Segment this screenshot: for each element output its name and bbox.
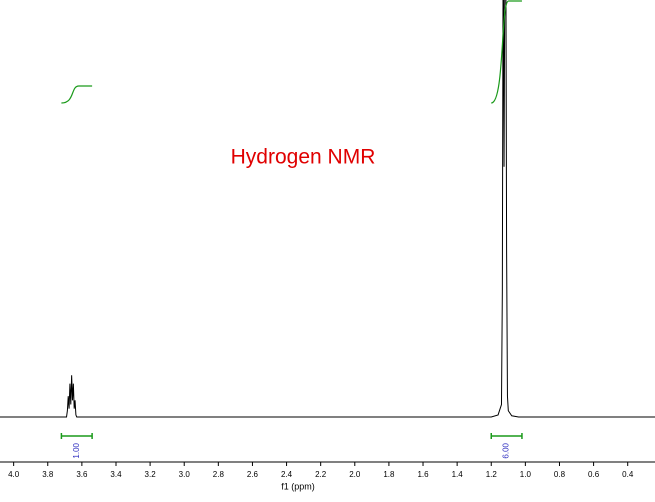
x-tick-label: 0.6 [588,470,600,479]
integral-curve [490,0,522,104]
x-tick-label: 3.2 [145,470,157,479]
x-tick-label: 3.0 [179,470,191,479]
x-tick-label: 3.4 [110,470,122,479]
x-tick-label: 1.6 [417,470,429,479]
x-tick-label: 3.8 [42,470,54,479]
x-tick-label: 2.6 [247,470,259,479]
x-axis-label: f1 (ppm) [281,481,315,491]
x-tick-label: 1.2 [486,470,498,479]
x-tick-label: 0.4 [622,470,634,479]
x-tick-label: 2.4 [281,470,293,479]
x-tick-label: 2.0 [349,470,361,479]
x-tick-label: 2.8 [213,470,225,479]
x-tick-label: 0.8 [554,470,566,479]
chart-title: Hydrogen NMR [231,146,376,169]
x-tick-label: 1.8 [383,470,395,479]
x-tick-label: 2.2 [315,470,327,479]
spectrum-line [0,0,655,418]
integral-label: 6.00 [502,442,511,458]
x-tick-label: 1.0 [520,470,532,479]
x-tick-label: 4.0 [8,470,20,479]
integral-label: 1.00 [72,442,81,458]
x-tick-label: 1.4 [452,470,464,479]
integral-curve [61,85,93,104]
x-tick-label: 3.6 [76,470,88,479]
